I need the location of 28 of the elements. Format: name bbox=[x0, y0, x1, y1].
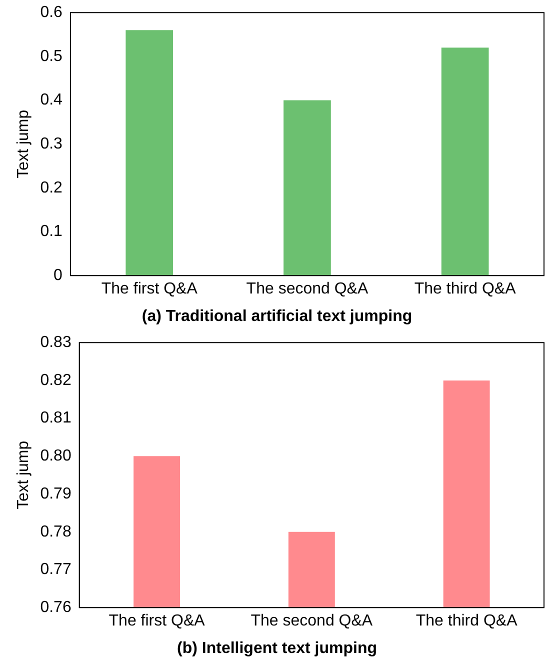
y-tick-label: 0.4 bbox=[40, 92, 63, 109]
bar bbox=[284, 100, 331, 276]
y-tick-label: 0.80 bbox=[40, 448, 72, 465]
y-tick-label: 0.79 bbox=[40, 485, 72, 502]
x-tick-label: The second Q&A bbox=[250, 612, 373, 630]
y-tick-label: 0.82 bbox=[40, 372, 72, 389]
y-tick-label: 0.76 bbox=[40, 599, 72, 616]
y-tick-label: 0.78 bbox=[40, 523, 72, 540]
bar bbox=[126, 30, 174, 276]
y-tick-label: 0.5 bbox=[40, 48, 63, 65]
x-tick-label: The second Q&A bbox=[246, 280, 368, 298]
y-tick-label: 0.2 bbox=[40, 179, 63, 196]
x-tick-label: The third Q&A bbox=[416, 612, 518, 630]
text: (b) Intelligent text jumping bbox=[177, 640, 377, 657]
y-tick-label: 0.6 bbox=[40, 4, 63, 22]
y-tick-label: 0.81 bbox=[40, 410, 72, 427]
text: (a) Traditional artificial text jumping bbox=[142, 308, 412, 325]
y-tick-label: 0.83 bbox=[40, 334, 72, 352]
y-tick-label: 0.1 bbox=[40, 223, 63, 240]
y-tick-label: 0 bbox=[54, 267, 63, 284]
y-tick-label: 0.77 bbox=[40, 561, 72, 578]
y-axis-title: Text jump bbox=[15, 440, 32, 510]
x-tick-label: The first Q&A bbox=[101, 280, 198, 298]
y-tick-label: 0.3 bbox=[40, 136, 63, 153]
x-tick-label: The first Q&A bbox=[108, 612, 206, 630]
y-axis-title: Text jump bbox=[15, 110, 32, 178]
x-tick-label: The third Q&A bbox=[414, 280, 516, 298]
bar bbox=[441, 48, 489, 276]
